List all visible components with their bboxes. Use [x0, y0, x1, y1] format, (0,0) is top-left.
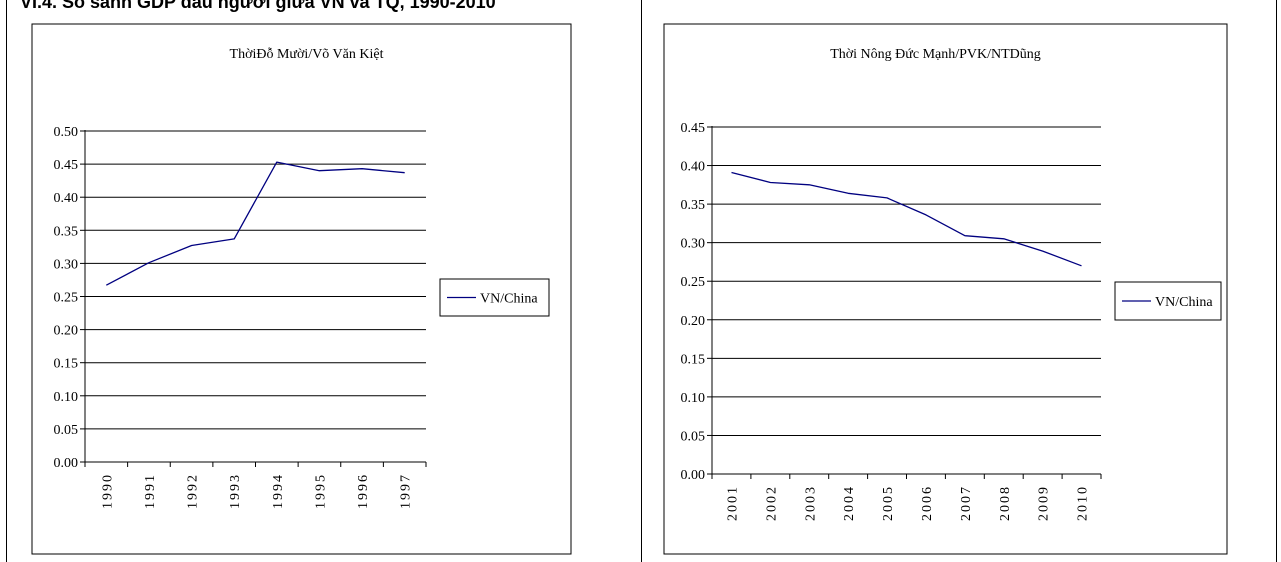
- series-line: [731, 171, 1082, 267]
- x-tick-label: 1997: [399, 473, 414, 509]
- chart-title: ThờiĐỗ Mười/Võ Văn Kiệt: [230, 47, 384, 62]
- table-border-middle: [641, 0, 642, 562]
- y-tick-label: 0.10: [54, 390, 79, 405]
- x-tick-label: 2007: [959, 485, 974, 521]
- page-title: VI.4. So sánh GDP đầu người giữa VN và T…: [20, 0, 496, 12]
- chart-title: Thời Nông Đức Mạnh/PVK/NTDũng: [830, 47, 1041, 62]
- x-tick-label: 2008: [998, 485, 1013, 521]
- y-tick-label: 0.30: [681, 237, 706, 252]
- y-tick-label: 0.50: [54, 125, 79, 140]
- x-tick-label: 1992: [186, 473, 201, 509]
- x-tick-label: 1995: [313, 473, 328, 509]
- y-tick-label: 0.25: [54, 291, 79, 306]
- y-tick-label: 0.20: [681, 314, 706, 329]
- y-tick-label: 0.30: [54, 257, 79, 272]
- x-tick-label: 2004: [842, 485, 857, 521]
- legend-label: VN/China: [1155, 295, 1213, 310]
- x-tick-label: 2009: [1037, 485, 1052, 521]
- y-tick-label: 0.40: [681, 160, 706, 175]
- table-border-left: [6, 0, 7, 562]
- x-tick-label: 2003: [803, 485, 818, 521]
- x-tick-label: 2010: [1076, 485, 1091, 521]
- x-tick-label: 2006: [920, 485, 935, 521]
- x-tick-label: 1990: [100, 473, 115, 509]
- y-tick-label: 0.40: [54, 191, 79, 206]
- x-tick-label: 1993: [228, 473, 243, 509]
- y-tick-label: 0.35: [54, 224, 79, 239]
- y-tick-label: 0.20: [54, 324, 79, 339]
- y-tick-label: 0.05: [54, 423, 79, 438]
- y-tick-label: 0.00: [54, 456, 79, 471]
- x-tick-label: 2001: [725, 485, 740, 521]
- y-tick-label: 0.15: [681, 352, 706, 367]
- y-tick-label: 0.35: [681, 198, 706, 213]
- series-line: [105, 161, 405, 286]
- table-border-right: [1276, 0, 1277, 562]
- x-tick-label: 1994: [271, 473, 286, 509]
- x-tick-label: 2002: [764, 485, 779, 521]
- y-tick-label: 0.45: [54, 158, 79, 173]
- y-tick-label: 0.10: [681, 391, 706, 406]
- legend-label: VN/China: [480, 292, 538, 307]
- y-tick-label: 0.15: [54, 357, 79, 372]
- y-tick-label: 0.00: [681, 468, 706, 483]
- y-tick-label: 0.25: [681, 275, 706, 290]
- x-tick-label: 1996: [356, 473, 371, 509]
- y-tick-label: 0.05: [681, 429, 706, 444]
- x-tick-label: 1991: [143, 473, 158, 509]
- x-tick-label: 2005: [881, 485, 896, 521]
- y-tick-label: 0.45: [681, 121, 706, 136]
